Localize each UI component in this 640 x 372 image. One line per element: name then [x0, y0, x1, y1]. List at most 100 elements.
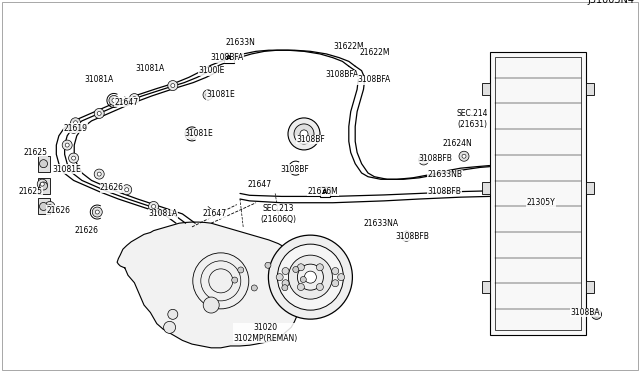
- Circle shape: [70, 118, 81, 128]
- Text: 3108BFA: 3108BFA: [326, 70, 359, 79]
- Polygon shape: [117, 222, 308, 348]
- Circle shape: [401, 231, 412, 241]
- Bar: [38, 155, 49, 172]
- Circle shape: [62, 140, 72, 150]
- Text: 21647: 21647: [247, 180, 271, 189]
- Circle shape: [292, 266, 299, 273]
- Circle shape: [594, 312, 599, 317]
- Text: 21625: 21625: [23, 148, 47, 157]
- Circle shape: [112, 99, 116, 102]
- Circle shape: [187, 129, 197, 139]
- Circle shape: [277, 244, 344, 310]
- Text: 3108BF: 3108BF: [280, 165, 308, 174]
- Circle shape: [72, 156, 76, 160]
- Circle shape: [148, 202, 159, 211]
- Circle shape: [282, 280, 289, 287]
- Circle shape: [168, 81, 178, 90]
- Text: 3108BF: 3108BF: [296, 135, 324, 144]
- Circle shape: [316, 283, 323, 291]
- Text: J31003N4: J31003N4: [587, 0, 634, 5]
- Bar: [586, 281, 594, 293]
- Bar: [482, 281, 490, 293]
- Circle shape: [171, 84, 175, 87]
- Circle shape: [94, 109, 104, 118]
- Circle shape: [40, 182, 44, 186]
- Circle shape: [305, 271, 316, 283]
- Text: 31081E: 31081E: [184, 129, 212, 138]
- Text: 21647: 21647: [115, 98, 139, 107]
- Text: 3108BFB: 3108BFB: [396, 232, 429, 241]
- Circle shape: [404, 234, 408, 238]
- Text: 21624N: 21624N: [443, 139, 472, 148]
- Circle shape: [48, 205, 52, 208]
- Circle shape: [298, 283, 305, 291]
- Text: 31081A: 31081A: [136, 64, 165, 73]
- Circle shape: [40, 182, 47, 190]
- Circle shape: [65, 143, 69, 147]
- Circle shape: [74, 121, 77, 125]
- Circle shape: [288, 118, 320, 150]
- Circle shape: [68, 124, 79, 133]
- Circle shape: [40, 202, 47, 211]
- Circle shape: [591, 310, 602, 319]
- Circle shape: [72, 126, 76, 130]
- Circle shape: [97, 112, 101, 115]
- Circle shape: [68, 153, 79, 163]
- Bar: [586, 182, 594, 194]
- Circle shape: [422, 158, 426, 162]
- Text: 3108BFA: 3108BFA: [211, 53, 244, 62]
- Circle shape: [282, 285, 288, 291]
- Circle shape: [95, 210, 99, 214]
- Circle shape: [237, 267, 244, 273]
- Circle shape: [40, 160, 47, 168]
- Text: 3108BFB: 3108BFB: [419, 154, 452, 163]
- Text: 21305Y: 21305Y: [527, 198, 555, 207]
- Text: 21626: 21626: [100, 183, 124, 192]
- Circle shape: [164, 321, 175, 333]
- Circle shape: [298, 264, 305, 271]
- Circle shape: [289, 255, 332, 299]
- Text: 21626: 21626: [47, 206, 71, 215]
- Text: 21633N: 21633N: [225, 38, 255, 47]
- Bar: [482, 83, 490, 95]
- Circle shape: [265, 262, 271, 268]
- Text: A: A: [227, 55, 232, 61]
- Circle shape: [97, 172, 101, 176]
- Circle shape: [204, 297, 219, 313]
- Text: 31081A: 31081A: [84, 76, 114, 84]
- Text: 31020
3102MP(REMAN): 31020 3102MP(REMAN): [234, 323, 298, 343]
- Text: 31622M: 31622M: [333, 42, 364, 51]
- Circle shape: [459, 151, 469, 161]
- Text: 21633NA: 21633NA: [364, 219, 398, 228]
- Circle shape: [206, 93, 210, 97]
- Circle shape: [132, 97, 136, 100]
- Circle shape: [203, 90, 213, 100]
- Circle shape: [37, 179, 47, 189]
- Circle shape: [300, 130, 308, 138]
- Circle shape: [332, 280, 339, 287]
- Text: SEC.213
(21606Q): SEC.213 (21606Q): [260, 204, 296, 224]
- Text: 21622M: 21622M: [359, 48, 390, 57]
- Circle shape: [94, 169, 104, 179]
- Text: 3108BFA: 3108BFA: [358, 76, 391, 84]
- Circle shape: [294, 124, 314, 144]
- Circle shape: [338, 274, 344, 280]
- Circle shape: [332, 267, 339, 275]
- Text: 21625: 21625: [19, 187, 43, 196]
- Text: 3100IE: 3100IE: [198, 66, 225, 75]
- Circle shape: [232, 277, 237, 283]
- Circle shape: [462, 154, 466, 158]
- Text: 21647: 21647: [202, 209, 227, 218]
- Text: 31081E: 31081E: [53, 165, 81, 174]
- Circle shape: [300, 276, 307, 282]
- Circle shape: [282, 267, 289, 275]
- Circle shape: [190, 132, 194, 136]
- Text: A: A: [323, 189, 328, 195]
- Circle shape: [125, 188, 129, 192]
- Bar: [495, 57, 580, 330]
- Text: 21626: 21626: [74, 226, 99, 235]
- Bar: [38, 178, 49, 194]
- Text: 3108BA: 3108BA: [571, 308, 600, 317]
- Text: 21633NB: 21633NB: [428, 170, 462, 179]
- Circle shape: [276, 274, 283, 280]
